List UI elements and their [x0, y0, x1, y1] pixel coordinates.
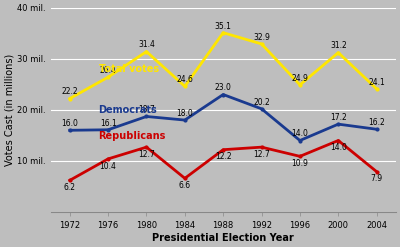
Text: 35.1: 35.1: [215, 21, 232, 31]
Text: 14.0: 14.0: [330, 143, 347, 152]
Text: Democrats: Democrats: [98, 105, 157, 115]
Text: 12.7: 12.7: [138, 150, 155, 159]
Text: Total votes: Total votes: [98, 63, 159, 74]
Text: 10.4: 10.4: [100, 162, 116, 171]
Text: 26.4: 26.4: [100, 66, 116, 75]
Text: 12.2: 12.2: [215, 152, 232, 162]
Text: 6.6: 6.6: [179, 181, 191, 190]
Text: 20.2: 20.2: [253, 98, 270, 107]
Text: 7.9: 7.9: [370, 174, 383, 183]
Text: 32.9: 32.9: [253, 33, 270, 42]
Text: 24.1: 24.1: [368, 78, 385, 87]
Text: 16.1: 16.1: [100, 119, 116, 128]
Text: 14.0: 14.0: [292, 129, 308, 138]
Text: 24.9: 24.9: [292, 74, 308, 83]
Text: 10.9: 10.9: [292, 159, 308, 168]
Text: 31.4: 31.4: [138, 41, 155, 49]
Text: 6.2: 6.2: [64, 183, 76, 192]
Text: 23.0: 23.0: [215, 83, 232, 92]
Text: 24.6: 24.6: [176, 75, 193, 84]
Text: Republicans: Republicans: [98, 131, 166, 142]
Text: 16.2: 16.2: [368, 118, 385, 127]
Y-axis label: Votes Cast (in millions): Votes Cast (in millions): [4, 54, 14, 166]
X-axis label: Presidential Election Year: Presidential Election Year: [152, 233, 294, 243]
Text: 31.2: 31.2: [330, 41, 347, 50]
Text: 17.2: 17.2: [330, 113, 347, 122]
Text: 16.0: 16.0: [61, 119, 78, 128]
Text: 18.7: 18.7: [138, 105, 155, 114]
Text: 12.7: 12.7: [253, 150, 270, 159]
Text: 22.2: 22.2: [62, 87, 78, 96]
Text: 18.0: 18.0: [176, 109, 193, 118]
